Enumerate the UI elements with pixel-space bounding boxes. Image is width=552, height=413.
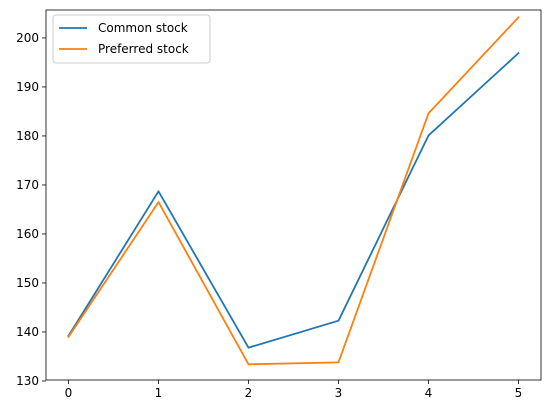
y-tick-label: 130: [16, 374, 39, 388]
series-layer: [67, 16, 520, 366]
x-axis: 0 1 2 3 4 5: [65, 380, 523, 400]
x-tick-label: 4: [425, 386, 433, 400]
y-tick-label: 190: [16, 80, 39, 94]
legend-label-preferred-stock: Preferred stock: [98, 42, 189, 56]
x-tick-label: 3: [335, 386, 343, 400]
y-tick-label: 200: [16, 31, 39, 45]
x-tick-label: 0: [65, 386, 73, 400]
x-tick-label: 2: [245, 386, 253, 400]
series-line-preferred-stock: [67, 16, 520, 366]
x-tick-label: 1: [155, 386, 163, 400]
legend-box: [52, 14, 211, 64]
y-tick-label: 170: [16, 178, 39, 192]
y-tick-label: 160: [16, 227, 39, 241]
plot-frame: [45, 9, 542, 381]
legend: Common stock Preferred stock: [52, 14, 211, 64]
legend-label-common-stock: Common stock: [98, 21, 188, 35]
y-tick-label: 180: [16, 129, 39, 143]
y-tick-label: 150: [16, 276, 39, 290]
y-tick-label: 140: [16, 325, 39, 339]
x-tick-label: 5: [515, 386, 523, 400]
series-line-common-stock: [67, 51, 520, 349]
y-axis: 130 140 150 160 170 180 190 200: [16, 31, 46, 388]
